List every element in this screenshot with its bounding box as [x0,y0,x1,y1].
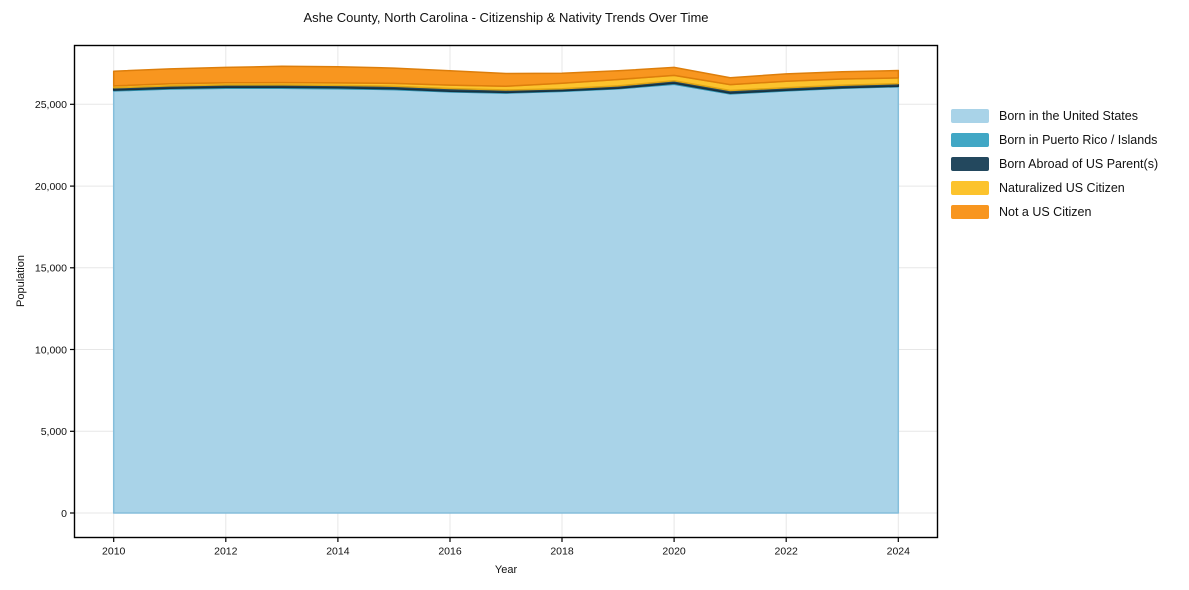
legend-label-born-abroad: Born Abroad of US Parent(s) [999,157,1159,171]
legend-item-not-citizen: Not a US Citizen [951,200,1158,224]
chart-title: Ashe County, North Carolina - Citizenshi… [303,10,709,25]
axis-ticks: 2010 2012 2014 2016 2018 2020 2022 2024 0 5,000 10… [35,99,910,557]
legend-swatch-born-abroad [951,157,989,171]
y-tick-label: 5,000 [41,426,67,438]
y-tick-label: 10,000 [35,344,67,356]
legend-label-not-citizen: Not a US Citizen [999,205,1092,219]
legend-label-born-pr-islands: Born in Puerto Rico / Islands [999,133,1158,147]
x-tick-label: 2022 [775,546,799,558]
legend-swatch-not-citizen [951,205,989,219]
legend-label-naturalized: Naturalized US Citizen [999,181,1125,195]
x-tick-label: 2012 [214,546,238,558]
legend-label-born-us: Born in the United States [999,109,1138,123]
axes-box [73,44,939,539]
x-tick-label: 2024 [887,546,911,558]
legend-item-born-us: Born in the United States [951,104,1158,128]
x-tick-label: 2020 [662,546,686,558]
legend-item-born-pr-islands: Born in Puerto Rico / Islands [951,128,1158,152]
area-born-us [112,83,900,514]
legend-item-naturalized: Naturalized US Citizen [951,176,1158,200]
x-tick-label: 2016 [438,546,462,558]
legend-swatch-naturalized [951,181,989,195]
y-axis-label: Population [15,255,27,307]
legend-item-born-abroad: Born Abroad of US Parent(s) [951,152,1158,176]
legend-swatch-born-pr-islands [951,133,989,147]
stacked-areas [112,65,900,514]
legend-swatch-born-us [951,109,989,123]
y-tick-label: 15,000 [35,263,67,275]
area-not-citizen [112,65,900,87]
x-tick-label: 2018 [550,546,574,558]
legend: Born in the United States Born in Puerto … [951,104,1158,224]
x-tick-label: 2014 [326,546,350,558]
y-tick-label: 20,000 [35,181,67,193]
x-tick-label: 2010 [102,546,126,558]
x-axis-label: Year [494,564,518,576]
y-tick-label: 0 [61,508,67,520]
y-tick-label: 25,000 [35,99,67,111]
